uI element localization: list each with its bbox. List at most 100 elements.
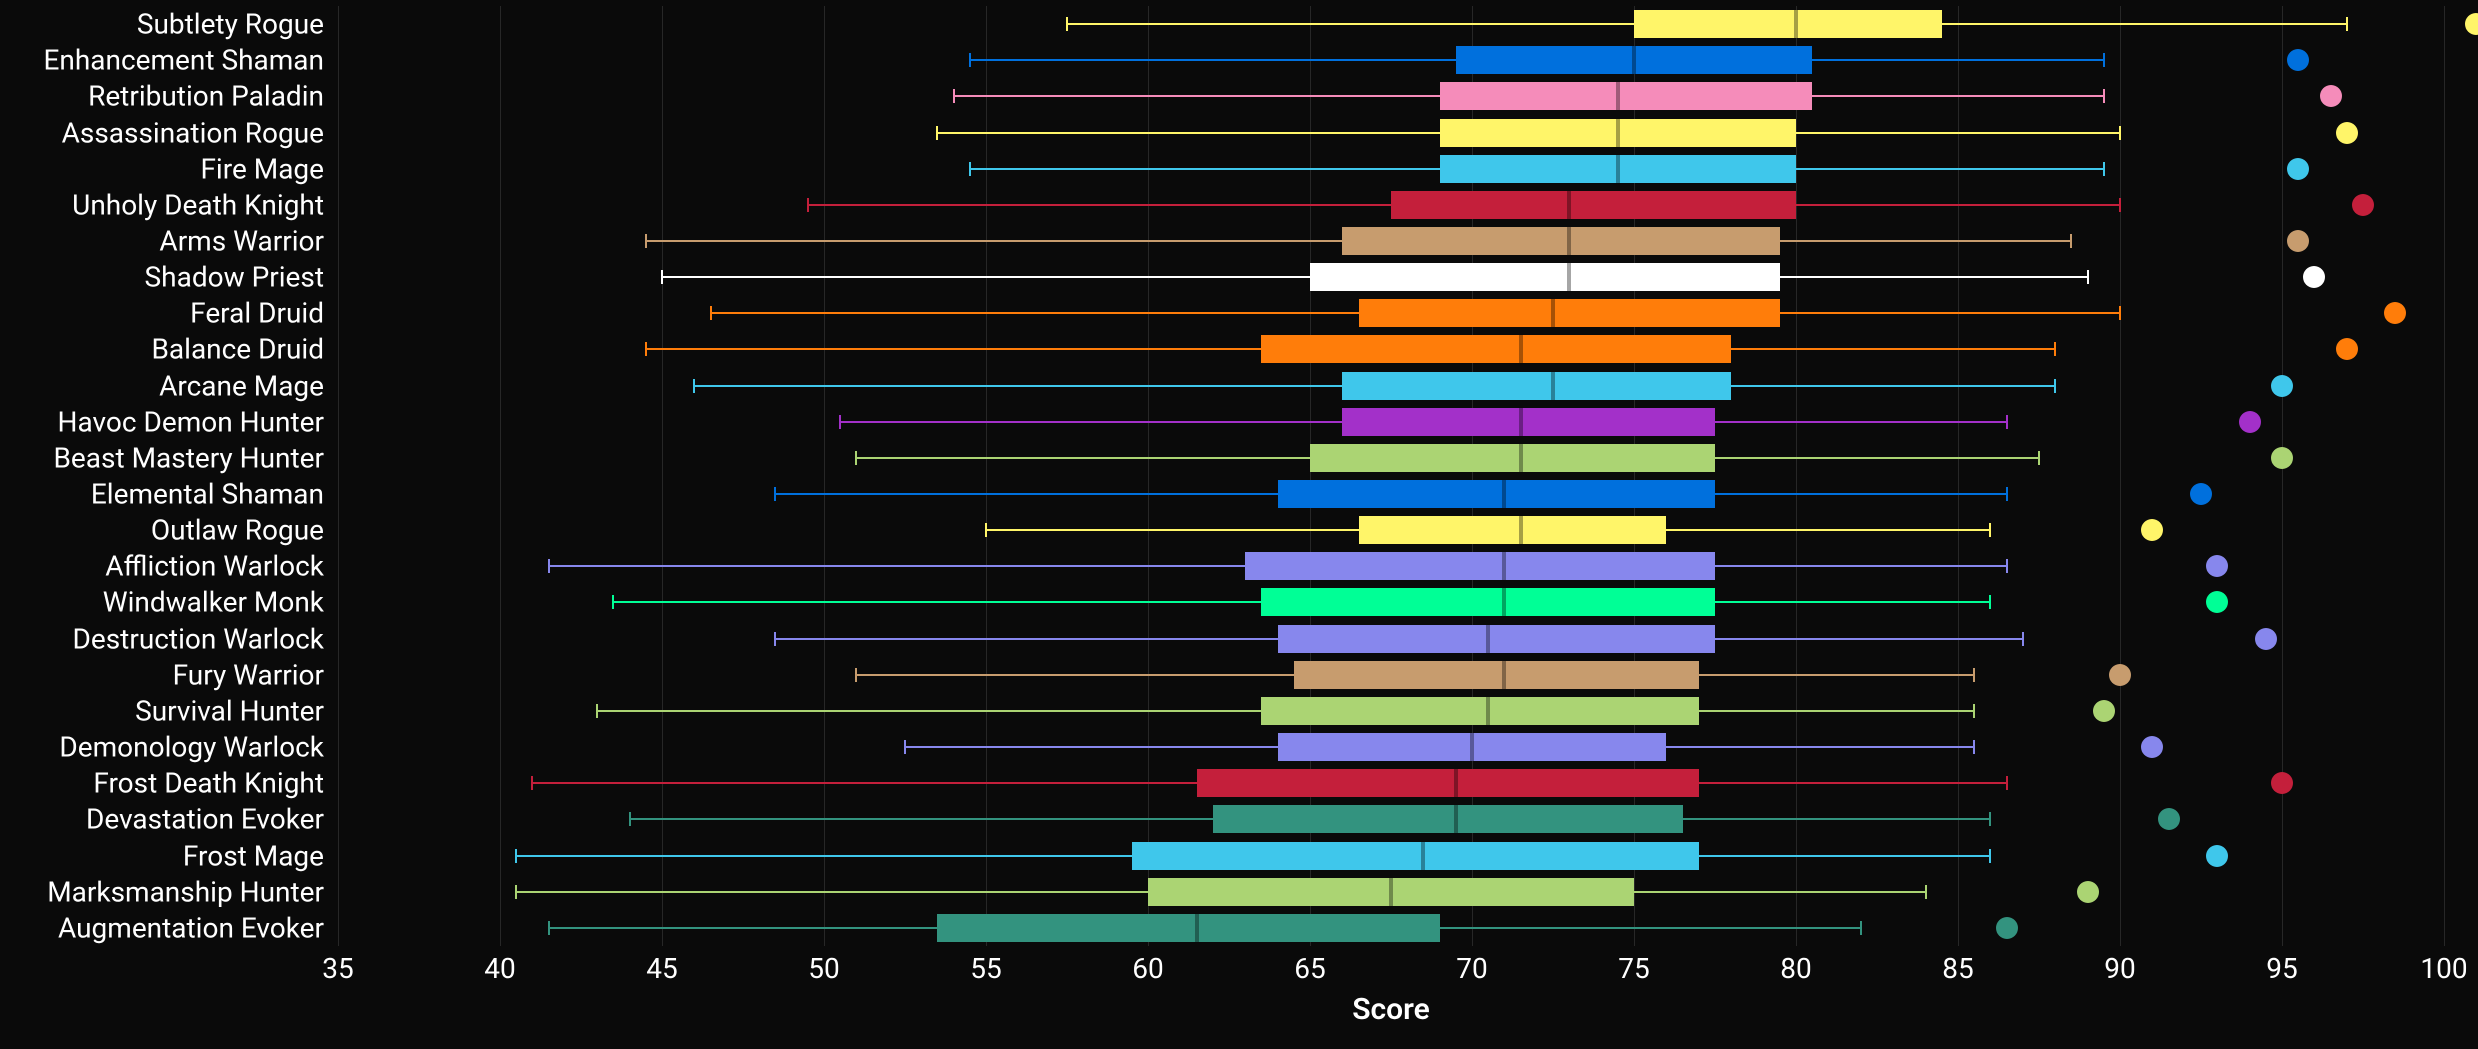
median	[1195, 914, 1199, 942]
series-label: Marksmanship Hunter	[47, 875, 324, 908]
series-label: Devastation Evoker	[86, 803, 324, 836]
box	[1391, 191, 1796, 219]
box	[1261, 588, 1715, 616]
whisker-cap	[1973, 740, 1975, 754]
box	[1440, 82, 1813, 110]
x-tick-label: 80	[1780, 952, 1811, 985]
outlier-point	[2206, 845, 2228, 867]
whisker-cap	[774, 487, 776, 501]
whisker-cap	[904, 740, 906, 754]
gridline	[662, 6, 663, 946]
outlier-point	[2158, 808, 2180, 830]
whisker-cap	[2119, 306, 2121, 320]
median	[1502, 552, 1506, 580]
whisker-cap	[531, 776, 533, 790]
series-label: Arms Warrior	[159, 224, 324, 257]
whisker-cap	[2038, 451, 2040, 465]
box	[1278, 480, 1715, 508]
outlier-point	[2271, 447, 2293, 469]
whisker-cap	[612, 595, 614, 609]
median	[1470, 733, 1474, 761]
box	[1261, 335, 1731, 363]
series-label: Arcane Mage	[159, 369, 324, 402]
box	[1342, 372, 1731, 400]
whisker-cap	[2006, 776, 2008, 790]
series-label: Affliction Warlock	[105, 550, 324, 583]
gridline	[500, 6, 501, 946]
outlier-point	[2465, 13, 2478, 35]
x-tick-label: 50	[808, 952, 839, 985]
whisker-cap	[2070, 234, 2072, 248]
outlier-point	[2287, 158, 2309, 180]
median	[1421, 842, 1425, 870]
median	[1502, 588, 1506, 616]
series-label: Survival Hunter	[135, 694, 324, 727]
box	[1132, 842, 1699, 870]
outlier-point	[2255, 628, 2277, 650]
whisker-cap	[2054, 342, 2056, 356]
series-label: Balance Druid	[151, 333, 324, 366]
median	[1567, 191, 1571, 219]
gridline	[1796, 6, 1797, 946]
median	[1454, 805, 1458, 833]
box	[1359, 299, 1780, 327]
median	[1794, 10, 1798, 38]
x-tick-label: 45	[646, 952, 677, 985]
whisker-cap	[1925, 885, 1927, 899]
whisker-cap	[1973, 704, 1975, 718]
median	[1551, 372, 1555, 400]
x-axis-title: Score	[1352, 992, 1430, 1027]
x-tick-label: 90	[2104, 952, 2135, 985]
whisker-cap	[2006, 487, 2008, 501]
whisker-cap	[2103, 53, 2105, 67]
median	[1519, 444, 1523, 472]
box	[1261, 697, 1698, 725]
series-label: Frost Death Knight	[93, 767, 324, 800]
series-label: Unholy Death Knight	[72, 188, 324, 221]
boxplot-chart: 35404550556065707580859095100ScoreSubtle…	[0, 0, 2478, 1049]
outlier-point	[2239, 411, 2261, 433]
series-label: Fire Mage	[200, 152, 324, 185]
whisker-cap	[1989, 812, 1991, 826]
median	[1502, 480, 1506, 508]
outlier-point	[2190, 483, 2212, 505]
whisker-cap	[2119, 198, 2121, 212]
whisker-cap	[2022, 632, 2024, 646]
outlier-point	[2206, 591, 2228, 613]
whisker-cap	[2346, 17, 2348, 31]
whisker-cap	[855, 451, 857, 465]
outlier-point	[2287, 49, 2309, 71]
whisker-cap	[807, 198, 809, 212]
whisker-cap	[2103, 162, 2105, 176]
outlier-point	[2287, 230, 2309, 252]
median	[1616, 155, 1620, 183]
median	[1567, 227, 1571, 255]
box	[1294, 661, 1699, 689]
outlier-point	[1996, 917, 2018, 939]
whisker-cap	[2006, 415, 2008, 429]
whisker-cap	[1860, 921, 1862, 935]
x-tick-label: 75	[1618, 952, 1649, 985]
series-label: Windwalker Monk	[103, 586, 324, 619]
x-tick-label: 70	[1456, 952, 1487, 985]
whisker-cap	[2087, 270, 2089, 284]
outlier-point	[2109, 664, 2131, 686]
gridline	[824, 6, 825, 946]
gridline	[1958, 6, 1959, 946]
whisker-cap	[515, 849, 517, 863]
whisker-cap	[515, 885, 517, 899]
x-tick-label: 95	[2266, 952, 2297, 985]
series-label: Subtlety Rogue	[137, 8, 324, 41]
whisker-cap	[1973, 668, 1975, 682]
outlier-point	[2336, 338, 2358, 360]
box	[1634, 10, 1942, 38]
whisker-cap	[1989, 523, 1991, 537]
whisker-cap	[2119, 126, 2121, 140]
x-tick-label: 65	[1294, 952, 1325, 985]
series-label: Enhancement Shaman	[44, 44, 325, 77]
whisker-cap	[985, 523, 987, 537]
whisker-cap	[953, 89, 955, 103]
box	[1310, 263, 1780, 291]
whisker-cap	[629, 812, 631, 826]
outlier-point	[2141, 519, 2163, 541]
